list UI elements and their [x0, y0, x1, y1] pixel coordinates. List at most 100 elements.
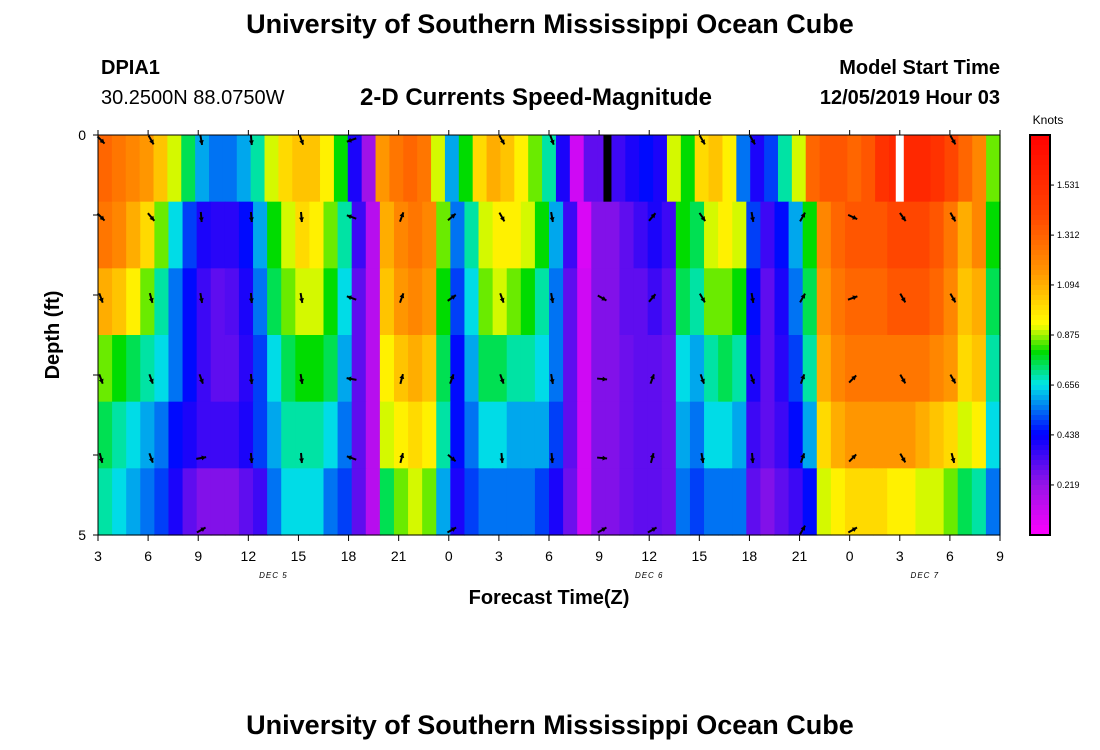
heatmap-cell: [816, 268, 832, 336]
day-label: DEC 5: [259, 571, 288, 580]
heatmap-cell: [250, 135, 266, 203]
heatmap-cell: [591, 401, 606, 469]
heatmap-cell: [732, 401, 747, 469]
colorbar-swatch: [1030, 240, 1050, 246]
heatmap-cell: [365, 268, 381, 336]
colorbar-swatch: [1030, 195, 1050, 201]
heatmap-cell: [704, 335, 719, 403]
colorbar-swatch: [1030, 255, 1050, 261]
heatmap-cell: [844, 401, 860, 469]
heatmap-cell: [788, 401, 804, 469]
colorbar-swatch: [1030, 355, 1050, 361]
heatmap-cell: [450, 335, 466, 403]
heatmap-cell: [971, 401, 987, 469]
colorbar-tick-label: 1.312: [1057, 230, 1080, 240]
heatmap-cell: [238, 268, 254, 336]
colorbar-tick-label: 1.094: [1057, 280, 1080, 290]
heatmap-cell: [140, 468, 155, 536]
heatmap-cell: [222, 135, 238, 203]
y-tick-label: 0: [78, 127, 86, 143]
heatmap-cell: [140, 201, 155, 269]
heatmap-cell: [393, 468, 409, 536]
heatmap-cell: [478, 201, 494, 269]
colorbar-swatch: [1030, 275, 1050, 281]
current-arrow: [549, 452, 555, 464]
heatmap-cell: [506, 201, 522, 269]
heatmap-cell: [746, 401, 761, 469]
heatmap-cell: [278, 135, 293, 203]
colorbar-swatch: [1030, 445, 1050, 451]
heatmap-cell: [267, 401, 282, 469]
heatmap-cell: [210, 401, 226, 469]
heatmap-cell: [168, 335, 184, 403]
heatmap-cell: [971, 268, 987, 336]
heatmap-cell: [379, 335, 395, 403]
colorbar-swatch: [1030, 140, 1050, 146]
heatmap-cell: [563, 268, 578, 336]
colorbar-swatch: [1030, 385, 1050, 391]
heatmap-cell: [306, 135, 321, 203]
current-arrow: [847, 295, 858, 301]
heatmap-cell: [887, 401, 902, 469]
heatmap-cell: [98, 401, 113, 469]
heatmap-cell: [351, 468, 367, 536]
current-arrow: [949, 374, 957, 384]
heatmap-cell: [915, 335, 931, 403]
colorbar-swatch: [1030, 505, 1050, 511]
colorbar-swatch: [1030, 440, 1050, 446]
heatmap-cell: [591, 468, 606, 536]
heatmap-cell: [873, 401, 888, 469]
heatmap-cell: [295, 201, 310, 269]
heatmap-cell: [210, 335, 226, 403]
heatmap-cell: [718, 201, 733, 269]
heatmap-cell: [450, 268, 466, 336]
colorbar-swatch: [1030, 220, 1050, 226]
colorbar-swatch: [1030, 170, 1050, 176]
current-arrow: [98, 452, 104, 464]
heatmap-cell: [689, 335, 705, 403]
colorbar-swatch: [1030, 145, 1050, 151]
heatmap-cell: [916, 135, 932, 203]
current-arrow: [346, 214, 357, 220]
colorbar-swatch: [1030, 455, 1050, 461]
current-arrow: [299, 373, 304, 385]
heatmap-cell: [605, 335, 621, 403]
current-arrow: [848, 453, 857, 463]
current-arrow: [899, 453, 907, 463]
heatmap-cell: [486, 135, 502, 203]
current-arrow: [899, 374, 907, 384]
colorbar-swatch: [1030, 485, 1050, 491]
heatmap-cell: [901, 335, 917, 403]
heatmap-cell: [253, 468, 268, 536]
current-arrow: [597, 294, 607, 302]
heatmap-cell: [746, 335, 761, 403]
heatmap-cell: [605, 468, 621, 536]
colorbar-swatch: [1030, 395, 1050, 401]
current-arrow: [148, 292, 154, 304]
heatmap-cell: [126, 468, 141, 536]
colorbar-swatch: [1030, 250, 1050, 256]
colorbar-swatch: [1030, 340, 1050, 346]
heatmap-cell: [816, 335, 832, 403]
heatmap-cell: [549, 468, 564, 536]
heatmap-cell: [126, 335, 141, 403]
heatmap-cell: [915, 468, 931, 536]
colorbar-swatch: [1030, 265, 1050, 271]
heatmap-cell: [267, 335, 282, 403]
heatmap-cell: [365, 335, 381, 403]
current-arrow: [498, 135, 506, 145]
heatmap-cell: [253, 201, 268, 269]
y-axis-ticks: 05: [78, 127, 98, 543]
current-arrow: [949, 135, 957, 145]
model-start-value: 12/05/2019 Hour 03: [819, 87, 1000, 109]
heatmap-cell: [718, 401, 733, 469]
heatmap-cell: [675, 201, 691, 269]
colorbar-swatch: [1030, 530, 1050, 536]
heatmap-cell: [154, 201, 170, 269]
heatmap-cell: [718, 468, 733, 536]
colorbar-swatch: [1030, 335, 1050, 341]
heatmap-cell: [267, 268, 282, 336]
heatmap-cell: [591, 335, 606, 403]
y-tick-label: 5: [78, 527, 86, 543]
colorbar-swatch: [1030, 270, 1050, 276]
